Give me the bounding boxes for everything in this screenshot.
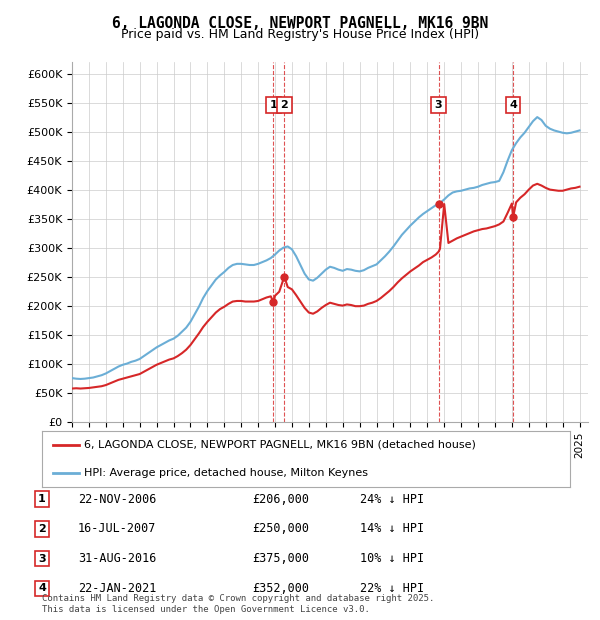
Text: 16-JUL-2007: 16-JUL-2007 — [78, 523, 157, 535]
Text: 22-JAN-2021: 22-JAN-2021 — [78, 582, 157, 595]
Text: £206,000: £206,000 — [252, 493, 309, 505]
Text: 22-NOV-2006: 22-NOV-2006 — [78, 493, 157, 505]
Text: 31-AUG-2016: 31-AUG-2016 — [78, 552, 157, 565]
Text: 24% ↓ HPI: 24% ↓ HPI — [360, 493, 424, 505]
Text: Contains HM Land Registry data © Crown copyright and database right 2025.
This d: Contains HM Land Registry data © Crown c… — [42, 595, 434, 614]
Text: 1: 1 — [38, 494, 46, 504]
Text: £375,000: £375,000 — [252, 552, 309, 565]
Text: 4: 4 — [38, 583, 46, 593]
Text: 6, LAGONDA CLOSE, NEWPORT PAGNELL, MK16 9BN: 6, LAGONDA CLOSE, NEWPORT PAGNELL, MK16 … — [112, 16, 488, 30]
Text: 3: 3 — [38, 554, 46, 564]
Text: HPI: Average price, detached house, Milton Keynes: HPI: Average price, detached house, Milt… — [84, 467, 368, 478]
Text: 3: 3 — [435, 100, 442, 110]
Text: £352,000: £352,000 — [252, 582, 309, 595]
Text: £250,000: £250,000 — [252, 523, 309, 535]
Text: 4: 4 — [509, 100, 517, 110]
Text: 2: 2 — [280, 100, 288, 110]
Text: Price paid vs. HM Land Registry's House Price Index (HPI): Price paid vs. HM Land Registry's House … — [121, 28, 479, 41]
Text: 1: 1 — [269, 100, 277, 110]
Text: 22% ↓ HPI: 22% ↓ HPI — [360, 582, 424, 595]
Text: 14% ↓ HPI: 14% ↓ HPI — [360, 523, 424, 535]
Text: 2: 2 — [38, 524, 46, 534]
Text: 6, LAGONDA CLOSE, NEWPORT PAGNELL, MK16 9BN (detached house): 6, LAGONDA CLOSE, NEWPORT PAGNELL, MK16 … — [84, 440, 476, 450]
Text: 10% ↓ HPI: 10% ↓ HPI — [360, 552, 424, 565]
